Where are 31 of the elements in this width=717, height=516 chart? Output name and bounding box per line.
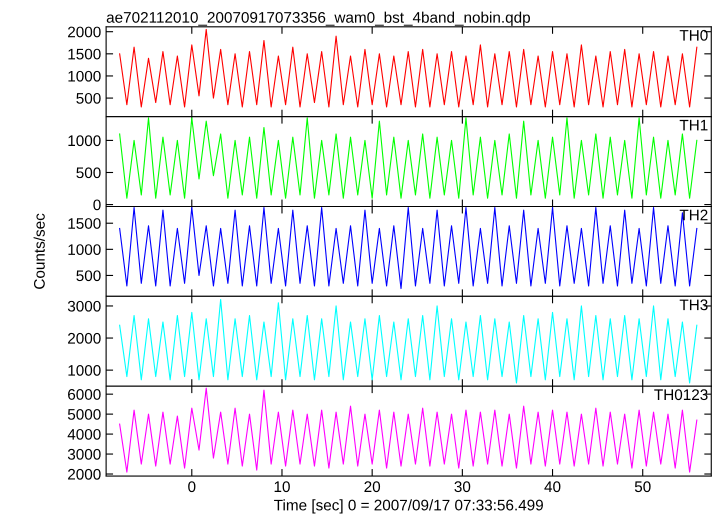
series-label: TH0123 <box>654 389 708 400</box>
chart-title: ae702112010_20070917073356_wam0_bst_4band_nobin.qdp <box>106 12 530 26</box>
y-tick-label: 1000 <box>68 365 101 376</box>
y-tick-label: 1000 <box>68 135 101 146</box>
x-axis-title: Time [sec] 0 = 2007/09/17 07:33:56.499 <box>274 499 543 514</box>
y-tick-label: 1500 <box>68 48 101 60</box>
y-tick-label: 1000 <box>68 244 101 256</box>
y-tick-label: 3000 <box>68 300 101 312</box>
y-tick-label: 5000 <box>68 408 101 420</box>
y-tick-label: 1500 <box>68 218 101 229</box>
y-tick-label: 500 <box>76 92 101 104</box>
series-label: TH0 <box>680 30 708 41</box>
y-tick-label: 2000 <box>68 332 101 344</box>
y-tick-label: 6000 <box>68 389 101 400</box>
x-tick-label: 40 <box>544 481 560 492</box>
x-tick-label: 10 <box>274 481 290 492</box>
series-label: TH3 <box>680 299 708 310</box>
y-tick-label: 1000 <box>68 70 101 82</box>
x-tick-label: 30 <box>454 481 470 492</box>
y-tick-label: 2000 <box>68 26 101 38</box>
y-axis-title: Counts/sec <box>34 214 45 289</box>
x-tick-label: 50 <box>634 481 651 492</box>
y-tick-label: 500 <box>76 167 101 178</box>
y-tick-label: 500 <box>76 270 101 282</box>
y-tick-label: 3000 <box>68 448 101 460</box>
y-tick-label: 2000 <box>68 468 101 480</box>
y-tick-label: 4000 <box>68 428 101 440</box>
x-tick-label: 0 <box>188 481 196 492</box>
x-tick-label: 20 <box>364 481 380 492</box>
y-tick-label: 0 <box>93 199 101 210</box>
series-label: TH1 <box>680 120 708 130</box>
